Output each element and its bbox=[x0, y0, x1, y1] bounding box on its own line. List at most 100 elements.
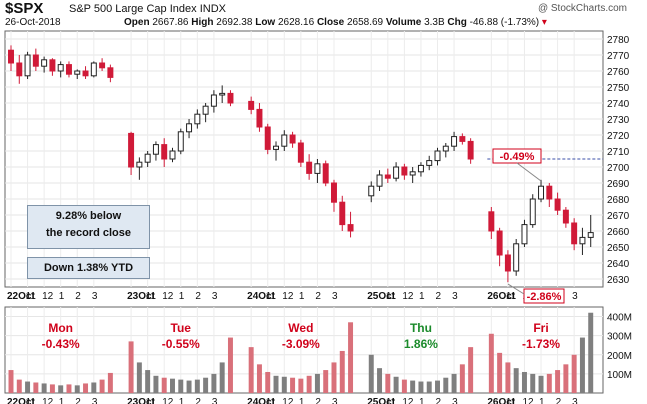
volume-bar bbox=[66, 384, 72, 393]
x-tick-label-volume: 11 bbox=[506, 397, 517, 404]
reference-pct-leader bbox=[516, 162, 542, 182]
candle-body bbox=[152, 144, 159, 155]
x-tick-label-volume: 11 bbox=[266, 397, 277, 404]
candle-body bbox=[587, 232, 594, 238]
day-label-mon: Mon -0.43% bbox=[31, 320, 91, 352]
x-tick-label-volume: 11 bbox=[26, 397, 37, 404]
price-tick-label: 2670 bbox=[607, 211, 630, 222]
candle-body bbox=[161, 144, 168, 160]
week-pct-leader bbox=[507, 283, 525, 295]
x-tick-label: 3 bbox=[92, 291, 98, 302]
x-tick-label-volume: 2 bbox=[556, 397, 562, 404]
volume-bar bbox=[418, 381, 424, 393]
candle-body bbox=[256, 108, 263, 128]
candle-body bbox=[202, 105, 209, 115]
x-tick-label-volume: 1 bbox=[59, 397, 65, 404]
x-tick-label-volume: 3 bbox=[452, 397, 458, 404]
chg-label: Chg bbox=[447, 17, 467, 28]
price-tick-label: 2630 bbox=[607, 275, 630, 286]
candle-body bbox=[322, 163, 329, 184]
candle-body bbox=[99, 62, 106, 69]
volume-bar bbox=[521, 371, 527, 393]
candle-body bbox=[339, 201, 346, 226]
volume-bar bbox=[281, 376, 287, 393]
exchange: INDX bbox=[199, 3, 226, 15]
candle-body bbox=[546, 185, 553, 200]
day-label-wed: Wed -3.09% bbox=[271, 320, 331, 352]
chart-date: 26-Oct-2018 bbox=[5, 17, 61, 28]
volume-value: 3.3B bbox=[424, 17, 445, 28]
x-tick-label-volume: 1 bbox=[419, 397, 425, 404]
volume-bar bbox=[145, 370, 151, 393]
candle-body bbox=[297, 142, 304, 163]
candle-body bbox=[467, 140, 474, 160]
volume-bar bbox=[298, 378, 304, 393]
price-tick-label: 2680 bbox=[607, 195, 630, 206]
x-tick-label-volume: 1 bbox=[299, 397, 305, 404]
x-tick-label: 23Oct bbox=[127, 291, 155, 302]
price-tick-label: 2660 bbox=[607, 227, 630, 238]
volume-bar bbox=[377, 368, 383, 393]
x-tick-label-volume: 2 bbox=[75, 397, 81, 404]
week-pct-label: -2.86% bbox=[523, 288, 565, 304]
x-tick-label-volume: 3 bbox=[92, 397, 98, 404]
x-tick-label: 2 bbox=[315, 291, 321, 302]
candle-body bbox=[459, 136, 466, 142]
candle-body bbox=[571, 222, 578, 245]
candle-body bbox=[442, 145, 449, 152]
volume-panel-frame bbox=[4, 306, 604, 394]
volume-bar bbox=[323, 370, 329, 393]
index-name-text: S&P 500 Large Cap Index bbox=[69, 3, 197, 15]
candle-body bbox=[264, 126, 271, 150]
high-label: High bbox=[191, 17, 214, 28]
volume-bar bbox=[563, 364, 569, 393]
reference-pct-text: -0.49% bbox=[500, 151, 535, 163]
candle-body bbox=[434, 150, 441, 162]
volume-bar bbox=[290, 377, 296, 393]
volume-bar bbox=[58, 385, 64, 393]
volume-bar bbox=[41, 383, 47, 393]
ytd-annotation: Down 1.38% YTD bbox=[27, 257, 150, 279]
candle-body bbox=[488, 211, 495, 232]
candle-body bbox=[128, 132, 135, 168]
x-tick-label-volume: 22Oct bbox=[7, 397, 35, 404]
volume-bar bbox=[170, 378, 175, 393]
x-tick-label: 1 bbox=[419, 291, 425, 302]
candle-body bbox=[554, 198, 561, 211]
x-tick-label-volume: 12 bbox=[162, 397, 174, 404]
candle-body bbox=[65, 64, 72, 75]
x-tick-label: 11 bbox=[386, 291, 397, 302]
close-value: 2658.69 bbox=[346, 17, 384, 28]
volume-bar bbox=[248, 347, 254, 393]
candle-body bbox=[107, 67, 114, 78]
reference-pct-label: -0.49% bbox=[492, 148, 542, 164]
candle-body bbox=[90, 62, 97, 77]
volume-bar bbox=[579, 337, 585, 393]
volume-bar bbox=[505, 362, 511, 393]
volume-tick-label: 300M bbox=[607, 332, 632, 343]
candle-body bbox=[347, 224, 354, 232]
open-value: 2667.86 bbox=[152, 17, 189, 28]
week-pct-box bbox=[523, 288, 565, 304]
volume-bar bbox=[74, 385, 80, 393]
x-tick-label: 22Oct bbox=[7, 291, 35, 302]
x-tick-label: 3 bbox=[572, 291, 578, 302]
x-tick-label: 3 bbox=[452, 291, 458, 302]
day-name: Fri bbox=[533, 321, 549, 335]
candle-body bbox=[210, 94, 217, 107]
volume-bar bbox=[314, 373, 320, 393]
x-tick-label: 25Oct bbox=[367, 291, 395, 302]
volume-bar bbox=[401, 379, 407, 393]
x-tick-label: 12 bbox=[42, 291, 54, 302]
price-tick-label: 2770 bbox=[607, 51, 630, 62]
day-name: Mon bbox=[48, 321, 74, 335]
price-tick-label: 2720 bbox=[607, 131, 630, 142]
volume-bar bbox=[107, 372, 113, 393]
stockcharts-credit: @ StockCharts.com bbox=[537, 3, 627, 14]
day-label-tue: Tue -0.55% bbox=[151, 320, 211, 352]
volume-bar bbox=[443, 377, 449, 393]
x-tick-label-volume: 1 bbox=[179, 397, 185, 404]
price-tick-label: 2760 bbox=[607, 67, 630, 78]
x-tick-label-volume: 3 bbox=[572, 397, 578, 404]
volume-bar bbox=[83, 383, 89, 393]
